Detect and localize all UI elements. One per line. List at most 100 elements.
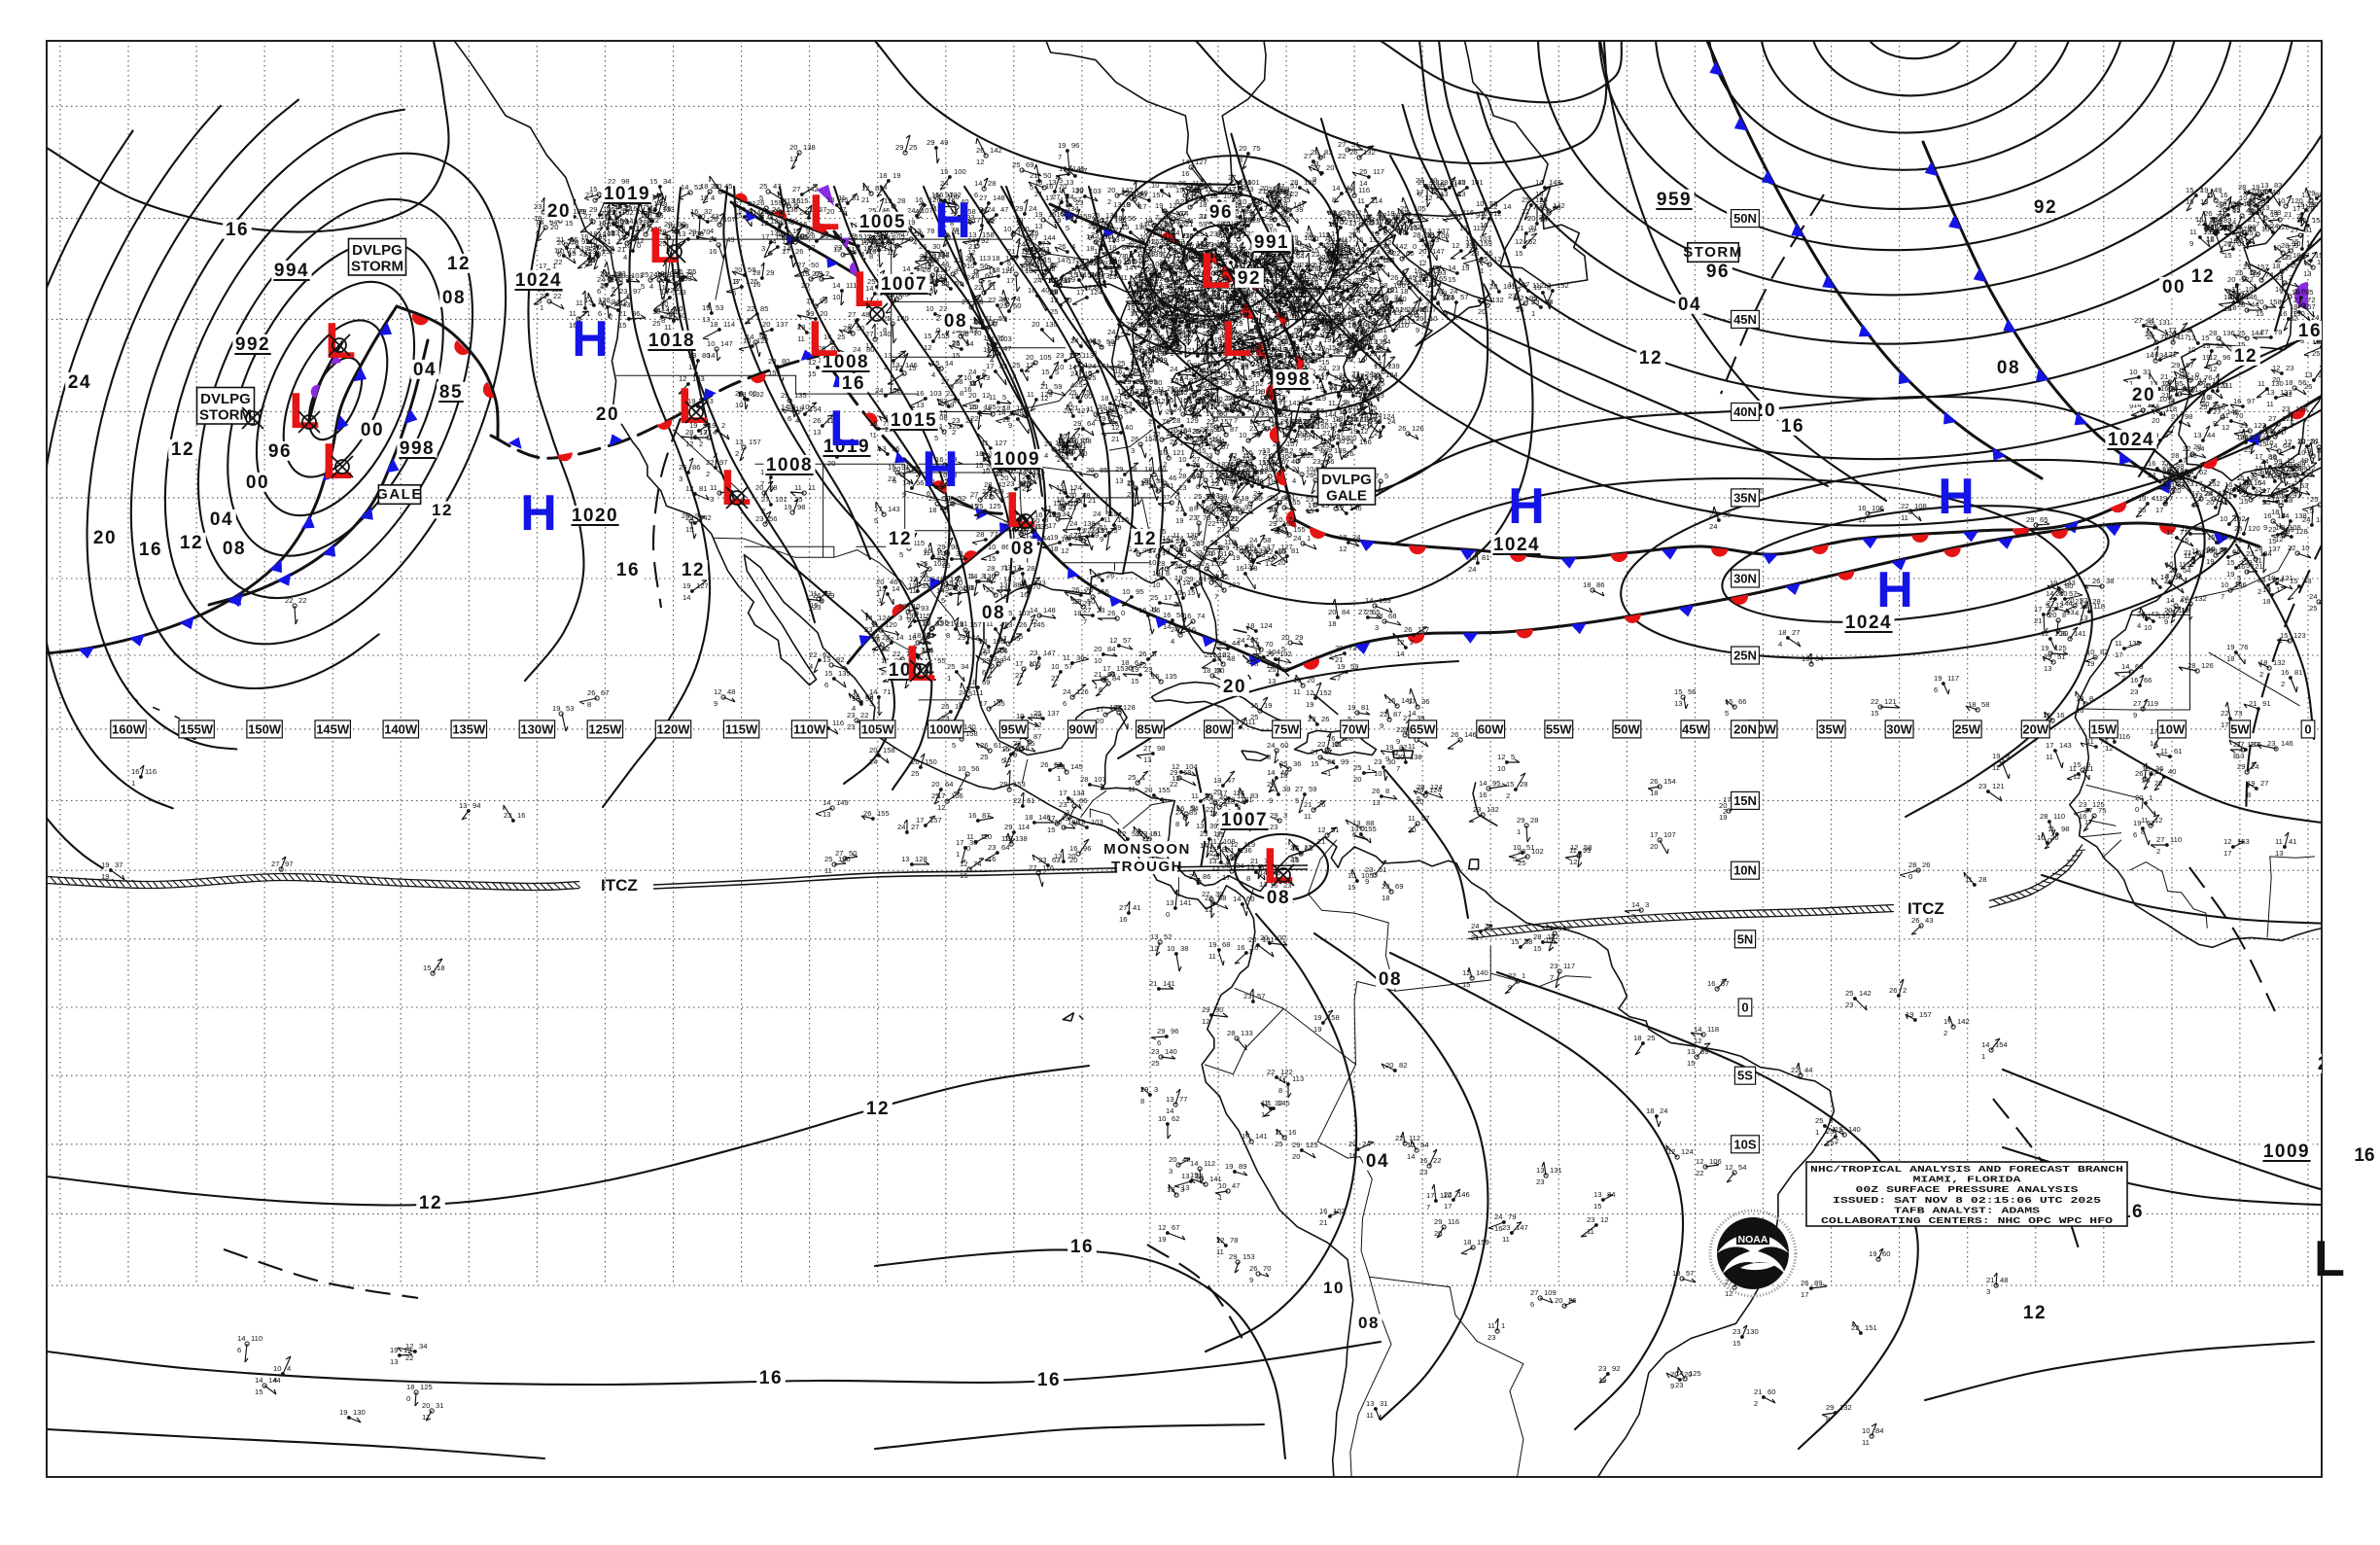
- svg-text:14: 14: [1172, 228, 1179, 237]
- svg-text:11: 11: [1128, 785, 1136, 793]
- svg-text:64: 64: [1183, 426, 1191, 435]
- svg-text:22: 22: [1901, 502, 1908, 510]
- svg-text:13: 13: [2080, 614, 2087, 622]
- svg-text:10: 10: [660, 299, 668, 308]
- svg-text:26: 26: [1334, 256, 1342, 264]
- svg-text:7: 7: [2171, 424, 2175, 433]
- svg-text:10: 10: [2227, 228, 2235, 237]
- svg-text:82: 82: [1399, 1061, 1407, 1070]
- svg-text:11: 11: [1216, 1247, 1224, 1256]
- svg-text:17: 17: [2191, 489, 2199, 498]
- svg-text:23: 23: [847, 722, 855, 731]
- svg-text:79: 79: [2274, 328, 2282, 336]
- svg-text:38: 38: [1524, 937, 1532, 946]
- svg-text:24: 24: [2302, 515, 2310, 524]
- svg-text:8: 8: [1275, 527, 1278, 536]
- svg-text:18: 18: [1672, 1269, 1680, 1278]
- svg-text:18: 18: [1121, 658, 1129, 667]
- svg-text:18: 18: [1227, 795, 1235, 804]
- svg-text:127: 127: [2287, 462, 2299, 471]
- svg-text:19: 19: [101, 860, 109, 869]
- svg-text:19: 19: [2133, 819, 2141, 827]
- svg-text:16: 16: [988, 855, 996, 863]
- svg-text:13: 13: [1143, 755, 1151, 764]
- svg-text:29: 29: [1004, 823, 1012, 831]
- svg-text:121: 121: [2281, 574, 2293, 582]
- svg-text:25: 25: [688, 267, 696, 276]
- svg-text:16: 16: [1069, 844, 1077, 853]
- svg-text:0: 0: [1260, 195, 1264, 204]
- svg-text:5: 5: [612, 285, 615, 294]
- svg-text:146: 146: [1183, 316, 1196, 325]
- svg-text:3: 3: [1154, 1085, 1158, 1094]
- svg-text:13: 13: [813, 428, 821, 437]
- svg-text:116: 116: [2118, 732, 2130, 741]
- svg-text:11: 11: [989, 393, 997, 402]
- svg-text:17: 17: [422, 1413, 430, 1422]
- svg-text:10: 10: [1348, 871, 1355, 880]
- svg-text:13: 13: [1543, 281, 1551, 290]
- svg-text:113: 113: [1292, 1074, 1304, 1083]
- svg-text:11: 11: [2306, 239, 2314, 248]
- svg-text:56: 56: [971, 764, 979, 773]
- svg-text:68: 68: [1054, 760, 1062, 769]
- svg-text:6: 6: [237, 1346, 241, 1354]
- svg-text:19: 19: [1175, 516, 1183, 525]
- svg-text:18: 18: [1093, 571, 1101, 579]
- svg-text:85: 85: [999, 362, 1007, 370]
- svg-text:14: 14: [1675, 1369, 1683, 1378]
- svg-text:123: 123: [1079, 437, 1092, 445]
- svg-text:15: 15: [589, 185, 597, 193]
- svg-text:155: 155: [1364, 825, 1377, 833]
- svg-text:12: 12: [1462, 968, 1470, 977]
- svg-text:26: 26: [911, 757, 919, 766]
- svg-text:15: 15: [2226, 558, 2234, 567]
- svg-text:4: 4: [1292, 476, 1296, 485]
- svg-text:23: 23: [1270, 823, 1278, 831]
- svg-text:19: 19: [2236, 433, 2244, 441]
- svg-text:140: 140: [1165, 1047, 1177, 1056]
- svg-text:23: 23: [2186, 479, 2193, 488]
- svg-text:11: 11: [1232, 542, 1240, 550]
- svg-text:11: 11: [1502, 1235, 1510, 1244]
- svg-text:19: 19: [1306, 700, 1313, 709]
- svg-text:14: 14: [902, 264, 910, 273]
- svg-text:26: 26: [1801, 1279, 1808, 1287]
- svg-text:15: 15: [423, 964, 431, 972]
- svg-text:22: 22: [298, 596, 306, 605]
- svg-text:28: 28: [898, 602, 906, 611]
- svg-text:19: 19: [2086, 659, 2094, 668]
- svg-text:16: 16: [1045, 182, 1053, 191]
- svg-text:22: 22: [2183, 444, 2190, 453]
- svg-text:143: 143: [888, 505, 900, 513]
- svg-text:47: 47: [773, 182, 781, 191]
- svg-text:11: 11: [909, 586, 917, 595]
- svg-text:21: 21: [1319, 1218, 1327, 1227]
- svg-text:65: 65: [1439, 274, 1447, 283]
- svg-text:22: 22: [285, 596, 293, 605]
- svg-text:60: 60: [1406, 249, 1414, 258]
- svg-text:23: 23: [1139, 829, 1147, 838]
- svg-text:994: 994: [274, 261, 309, 281]
- svg-text:14: 14: [1181, 158, 1189, 166]
- svg-text:157: 157: [749, 438, 761, 446]
- svg-text:7: 7: [1058, 153, 1062, 161]
- svg-text:8: 8: [1385, 787, 1389, 795]
- svg-text:28: 28: [1978, 875, 1986, 884]
- svg-text:54: 54: [2183, 566, 2190, 575]
- svg-text:8: 8: [937, 554, 941, 563]
- svg-text:25: 25: [1268, 494, 1276, 503]
- svg-text:59: 59: [748, 265, 755, 274]
- svg-text:7: 7: [2221, 592, 2224, 601]
- svg-text:129: 129: [923, 575, 935, 583]
- svg-text:19: 19: [702, 303, 710, 312]
- svg-text:7: 7: [2183, 456, 2187, 465]
- svg-text:140: 140: [1414, 305, 1426, 314]
- svg-text:20: 20: [547, 201, 571, 222]
- svg-text:97: 97: [1219, 494, 1227, 503]
- svg-text:74: 74: [1197, 612, 1205, 620]
- svg-text:122: 122: [756, 336, 769, 345]
- svg-text:26: 26: [1404, 625, 1412, 634]
- svg-text:13: 13: [2044, 664, 2051, 673]
- svg-text:1: 1: [2149, 793, 2152, 802]
